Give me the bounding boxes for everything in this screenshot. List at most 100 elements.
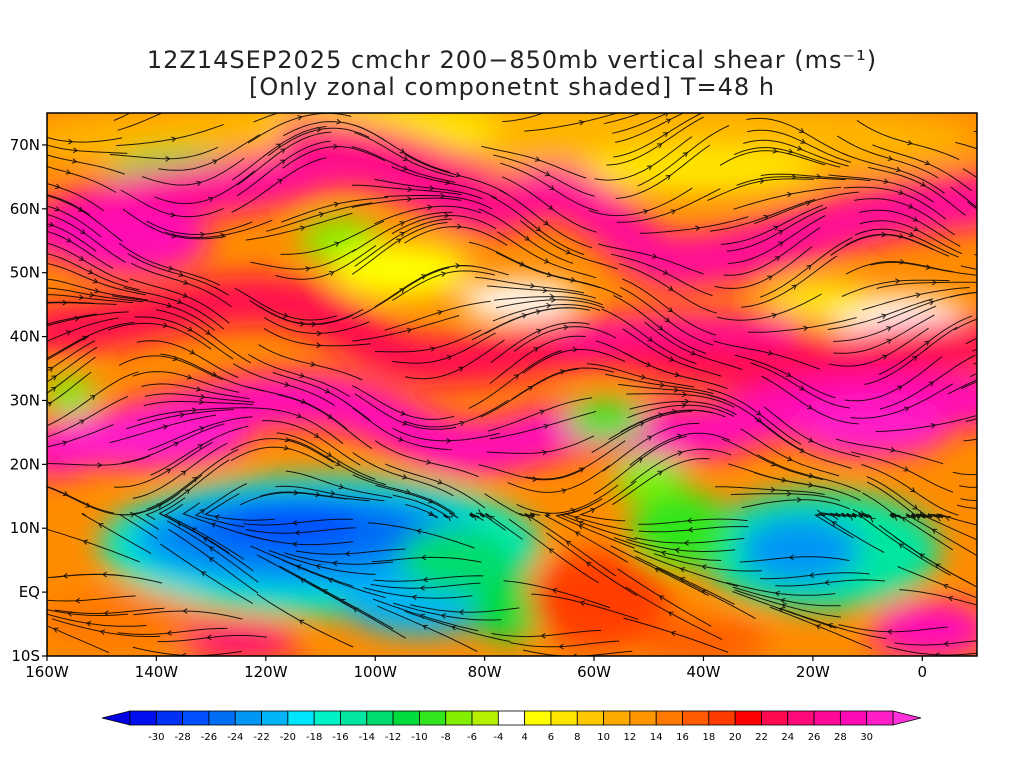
streamline-arrowhead [318,211,325,218]
streamline-arrowhead [684,398,690,405]
streamline [481,145,587,179]
streamline [164,503,245,560]
streamline-arrowhead [513,374,520,380]
streamline-arrowhead [420,274,427,280]
streamline [129,278,230,324]
streamline [833,314,935,354]
streamline [47,253,140,291]
streamline [250,248,356,270]
streamline-arrowhead [570,277,576,283]
streamline [524,513,616,577]
streamline [979,287,1024,327]
streamline-arrowhead [165,468,172,474]
streamline [525,440,626,480]
streamline [285,470,393,499]
streamline [854,198,955,236]
streamline-arrowhead [275,143,282,149]
streamline [508,518,600,584]
colorbar-label: -26 [201,732,217,743]
lon-tick-label: 60W [577,663,611,681]
streamline [47,424,114,448]
streamline [236,140,331,197]
streamline-arrowhead [334,241,340,247]
streamline [954,318,977,331]
colorbar-swatch [445,710,473,726]
streamline [471,307,576,341]
streamline [502,113,545,122]
streamline [194,483,248,528]
streamline-arrowhead [781,603,787,609]
streamline [740,428,840,477]
map-title-line-1: 12Z14SEP2025 cmchr 200−850mb vertical sh… [146,46,878,74]
streamline [370,582,481,589]
streamline-arrowhead [214,514,220,520]
streamline-arrowhead [999,370,1003,375]
streamline-arrowhead [571,653,577,656]
streamline [262,420,361,466]
streamline-arrowhead [934,563,941,569]
streamline-arrowhead [637,457,643,463]
streamline-arrowhead [1019,332,1024,337]
streamline [613,113,704,158]
colorbar-label: -18 [306,732,322,743]
colorbar-swatch [182,710,210,726]
streamline-arrowhead [101,571,107,578]
streamline [253,113,361,123]
streamline-arrowhead [47,323,49,326]
streamline-arrowhead [651,253,658,259]
streamline-arrowhead [787,148,794,154]
streamline-arrowhead [179,412,186,418]
colorbar-swatch [524,710,552,726]
streamline-arrowhead [205,329,211,335]
streamline-arrowhead [670,209,677,215]
colorbar-label: -22 [253,732,269,743]
lon-tick-label: 0 [918,663,928,681]
streamline [653,553,762,572]
streamline [154,170,255,205]
streamline [635,556,735,605]
streamline [622,278,717,336]
streamline [275,244,377,280]
streamline-arrowhead [420,554,427,561]
streamline [47,144,128,154]
streamline-arrowhead [674,371,681,378]
streamline [730,493,841,502]
streamline-arrowhead [208,196,214,203]
streamline-arrowhead [293,489,299,496]
streamline [856,119,960,161]
streamline [819,512,885,553]
streamline [51,618,161,637]
streamline [385,463,486,509]
streamline-arrowhead [589,508,596,514]
streamline [354,218,452,267]
streamline-arrowhead [65,330,72,336]
streamline-arrowhead [196,386,202,392]
streamline [522,649,633,656]
streamline [384,300,491,331]
map-frame [46,112,978,657]
streamline-arrowhead [559,369,566,375]
streamline [351,197,462,208]
streamline [117,627,228,635]
streamline-arrowhead [206,634,212,641]
streamline [132,371,240,393]
streamline-arrowhead [170,212,176,218]
streamline [112,295,216,331]
streamline [1002,277,1024,330]
streamline-arrowhead [166,302,173,308]
streamline-arrowhead [437,310,443,316]
streamline-arrowhead [182,292,188,298]
streamline-arrowhead [681,402,687,409]
streamline-arrowhead [458,366,464,372]
streamline-arrowhead [883,178,889,184]
streamline-arrowhead [542,287,548,294]
streamline-arrowhead [887,155,894,161]
streamline-arrowhead [555,106,560,110]
streamline [870,261,977,276]
streamline-arrowhead [787,456,793,462]
colorbar-swatch [419,710,447,726]
streamline-arrowhead [406,196,413,203]
streamline-arrowhead [40,301,44,306]
streamline-arrowhead [774,256,781,262]
streamline [120,189,224,218]
